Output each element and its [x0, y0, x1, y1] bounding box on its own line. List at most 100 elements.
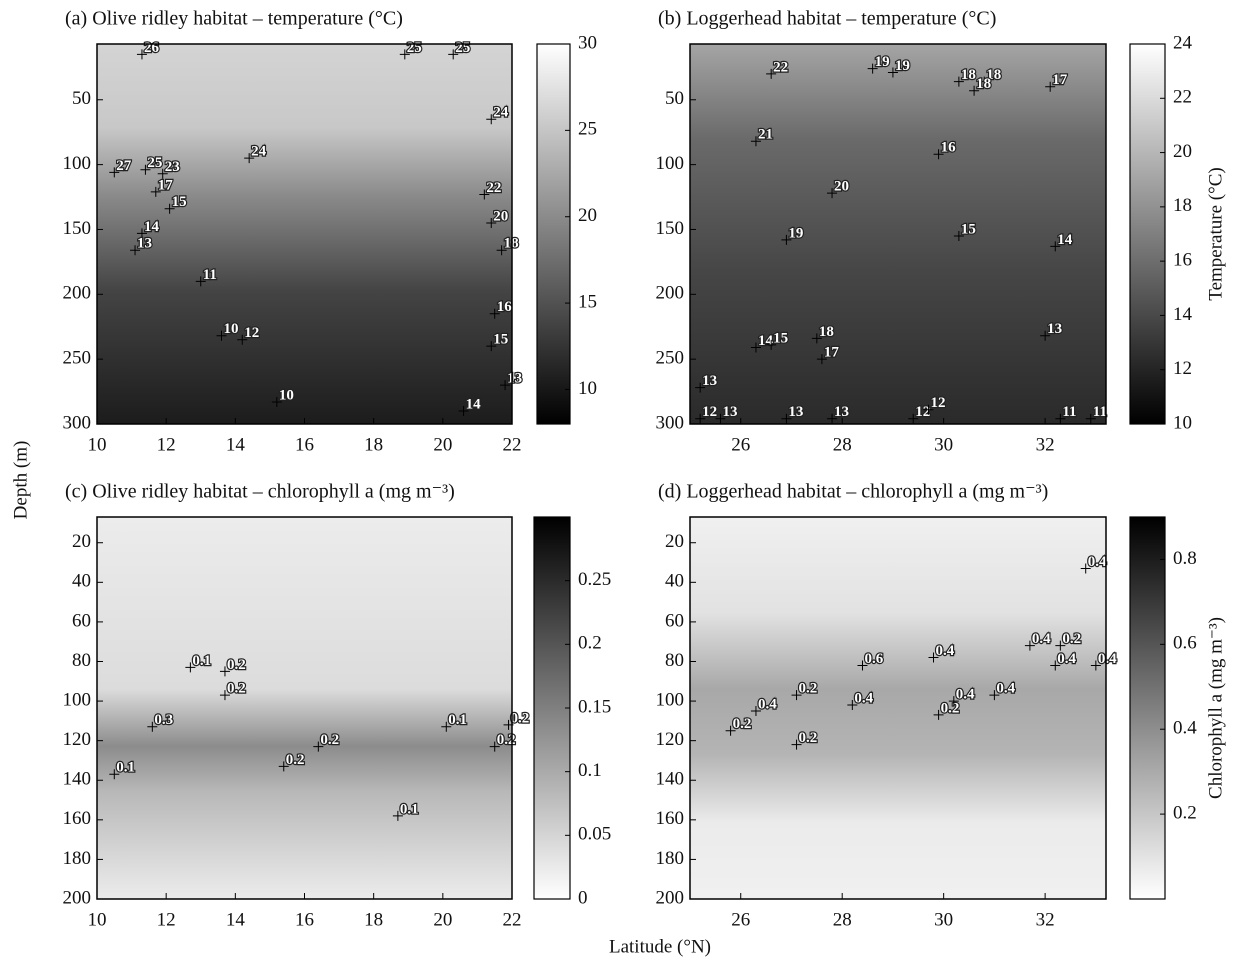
contour-label: 16 — [941, 140, 957, 156]
contour-cross — [150, 186, 161, 197]
colorbar-tick-label: 20 — [578, 205, 597, 226]
y-tick-label: 300 — [656, 412, 685, 433]
contour-cross — [1055, 413, 1066, 424]
contour-label: 15 — [493, 332, 508, 348]
y-tick-label: 50 — [72, 88, 91, 109]
colorbar-tick-label: 18 — [1173, 195, 1192, 216]
x-tick-label: 16 — [295, 909, 314, 930]
contour-cross — [695, 382, 706, 393]
contour-cross — [496, 245, 507, 256]
contour-cross — [908, 413, 919, 424]
contour-label: 12 — [244, 325, 259, 341]
contour-label: 20 — [834, 179, 849, 195]
colorbar-tick-label: 0.4 — [1173, 718, 1197, 739]
y-tick-label: 200 — [656, 283, 685, 304]
contour-cross — [278, 761, 289, 772]
contour-cross — [399, 49, 410, 60]
x-tick-label: 12 — [157, 909, 176, 930]
contour-label: 25 — [407, 40, 422, 56]
y-tick-label: 180 — [63, 848, 92, 869]
contour-label: 13 — [137, 236, 152, 252]
contour-label: 12 — [915, 404, 930, 420]
contour-cross — [489, 741, 500, 752]
contour-cross — [766, 68, 777, 79]
contour-cross — [136, 228, 147, 239]
y-tick-label: 60 — [665, 610, 684, 631]
contour-label: 0.4 — [996, 681, 1015, 697]
contour-label: 22 — [486, 180, 501, 196]
y-tick-label: 100 — [656, 689, 685, 710]
contour-cross — [195, 276, 206, 287]
y-tick-label: 200 — [63, 283, 92, 304]
y-tick-label: 40 — [72, 571, 91, 592]
contour-cross — [847, 700, 858, 711]
contour-cross — [969, 85, 980, 96]
colorbar-tick-label: 10 — [578, 378, 597, 399]
contour-cross — [933, 149, 944, 160]
y-tick-label: 40 — [665, 571, 684, 592]
plot-frame — [96, 516, 513, 900]
x-tick-label: 32 — [1036, 909, 1055, 930]
contour-label: 0.4 — [1098, 651, 1117, 667]
colorbar-tick-label: 25 — [578, 119, 597, 140]
contour-label: 11 — [1062, 404, 1076, 420]
panel-title: (d) Loggerhead habitat – chlorophyll a (… — [658, 481, 1048, 503]
contour-cross — [109, 167, 120, 178]
contour-label: 0.4 — [1057, 651, 1076, 667]
contour-label: 18 — [976, 76, 991, 92]
contour-label: 0.2 — [941, 700, 960, 716]
contour-cross — [1045, 81, 1056, 92]
x-tick-label: 14 — [226, 434, 246, 455]
y-tick-label: 20 — [72, 531, 91, 552]
y-tick-label: 150 — [656, 218, 685, 239]
contour-cross — [185, 662, 196, 673]
y-tick-label: 120 — [63, 729, 92, 750]
panel-title: (a) Olive ridley habitat – temperature (… — [65, 8, 403, 30]
contour-cross — [1050, 660, 1061, 671]
x-tick-label: 32 — [1036, 434, 1055, 455]
contour-cross — [1040, 330, 1051, 341]
contour-cross — [140, 164, 151, 175]
y-tick-label: 200 — [656, 887, 685, 908]
colorbar-tick-label: 0.15 — [578, 696, 611, 717]
contour-cross — [164, 203, 175, 214]
contour-label: 0.2 — [320, 732, 339, 748]
colorbar-tick-label: 0.25 — [578, 569, 611, 590]
colorbar-tick-label: 30 — [578, 32, 597, 53]
contour-label: 15 — [172, 194, 187, 210]
colorbar-tick-label: 0.1 — [578, 760, 602, 781]
y-tick-label: 80 — [665, 650, 684, 671]
contour-label: 17 — [824, 345, 840, 361]
contour-label: 18 — [504, 236, 519, 252]
contour-label: 21 — [758, 127, 773, 143]
contour-label: 14 — [144, 219, 160, 235]
contour-label: 10 — [279, 387, 294, 403]
contour-cross — [271, 396, 282, 407]
x-tick-label: 30 — [934, 909, 953, 930]
contour-label: 0.4 — [854, 690, 873, 706]
contour-label: 24 — [251, 144, 267, 160]
contour-label: 12 — [702, 404, 717, 420]
field — [690, 44, 1106, 424]
x-axis-label: Latitude (°N) — [609, 936, 711, 957]
y-tick-label: 60 — [72, 610, 91, 631]
x-tick-label: 26 — [731, 909, 750, 930]
contour-label: 16 — [497, 299, 513, 315]
contour-cross — [781, 413, 792, 424]
contour-label: 19 — [875, 54, 890, 70]
contour-cross — [237, 334, 248, 345]
contour-cross — [109, 769, 120, 780]
contour-cross — [766, 339, 777, 350]
x-tick-label: 26 — [731, 434, 750, 455]
contour-label: 17 — [1052, 72, 1068, 88]
contour-label: 13 — [834, 404, 849, 420]
y-tick-label: 250 — [63, 348, 92, 369]
contour-cross — [750, 705, 761, 716]
contour-cross — [948, 696, 959, 707]
contour-cross — [486, 341, 497, 352]
contour-label: 13 — [507, 371, 522, 387]
colorbar-tick-label: 0.2 — [578, 633, 602, 654]
x-tick-label: 28 — [833, 434, 852, 455]
panel-title: (b) Loggerhead habitat – temperature (°C… — [658, 8, 996, 30]
x-tick-label: 10 — [88, 909, 107, 930]
